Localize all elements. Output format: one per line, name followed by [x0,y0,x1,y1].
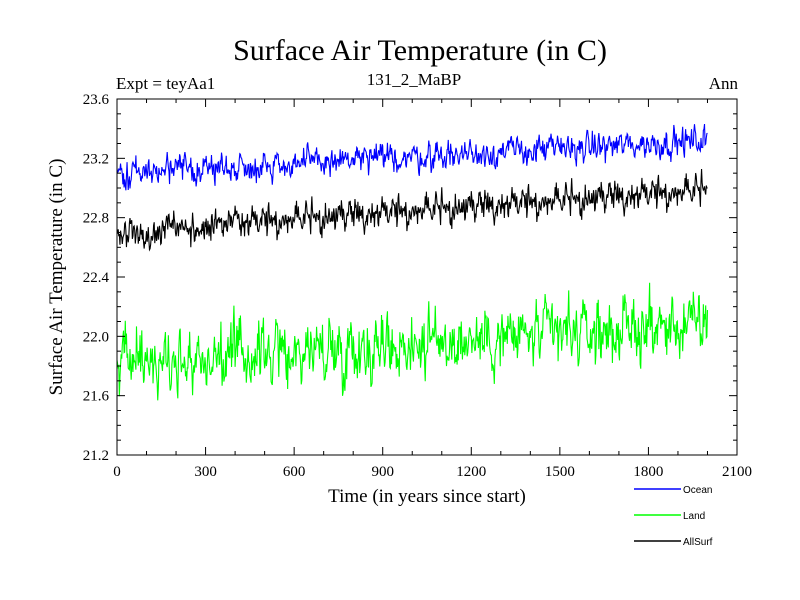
y-axis-label: Surface Air Temperature (in C) [46,159,67,396]
y-tick-label: 21.2 [83,448,109,464]
x-tick-label: 600 [283,464,306,480]
y-tick-label: 23.2 [83,151,109,167]
period-label: 131_2_MaBP [367,70,461,89]
series-line-ocean [116,123,708,191]
series-line-land [116,282,709,401]
x-tick-label: 900 [371,464,394,480]
x-tick-label: 0 [113,464,121,480]
expt-label: Expt = teyAa1 [116,74,215,93]
y-tick-label: 22.0 [83,329,109,345]
x-tick-label: 1500 [545,464,575,480]
series-layer [116,123,709,401]
season-label: Ann [709,74,739,93]
x-tick-label: 1200 [456,464,486,480]
legend: Ocean Land AllSurf [634,485,713,548]
y-tick-label: 22.4 [83,270,110,286]
x-tick-label: 2100 [722,464,752,480]
x-tick-label: 300 [194,464,217,480]
y-tick-label: 23.6 [83,92,110,108]
legend-label-ocean: Ocean [683,485,712,496]
y-tick-label: 21.6 [83,389,110,405]
legend-label-land: Land [683,511,705,522]
x-axis-label: Time (in years since start) [328,486,526,507]
legend-label-allsurf: AllSurf [683,537,713,548]
series-line-allsurf [116,169,708,252]
ticks-layer: 0 300 600 900 1200 1500 1800 2100 21.2 21.6 22.0 22… [83,92,752,480]
x-tick-label: 1800 [633,464,663,480]
chart-title: Surface Air Temperature (in C) [233,34,607,67]
y-tick-label: 22.8 [83,211,109,227]
